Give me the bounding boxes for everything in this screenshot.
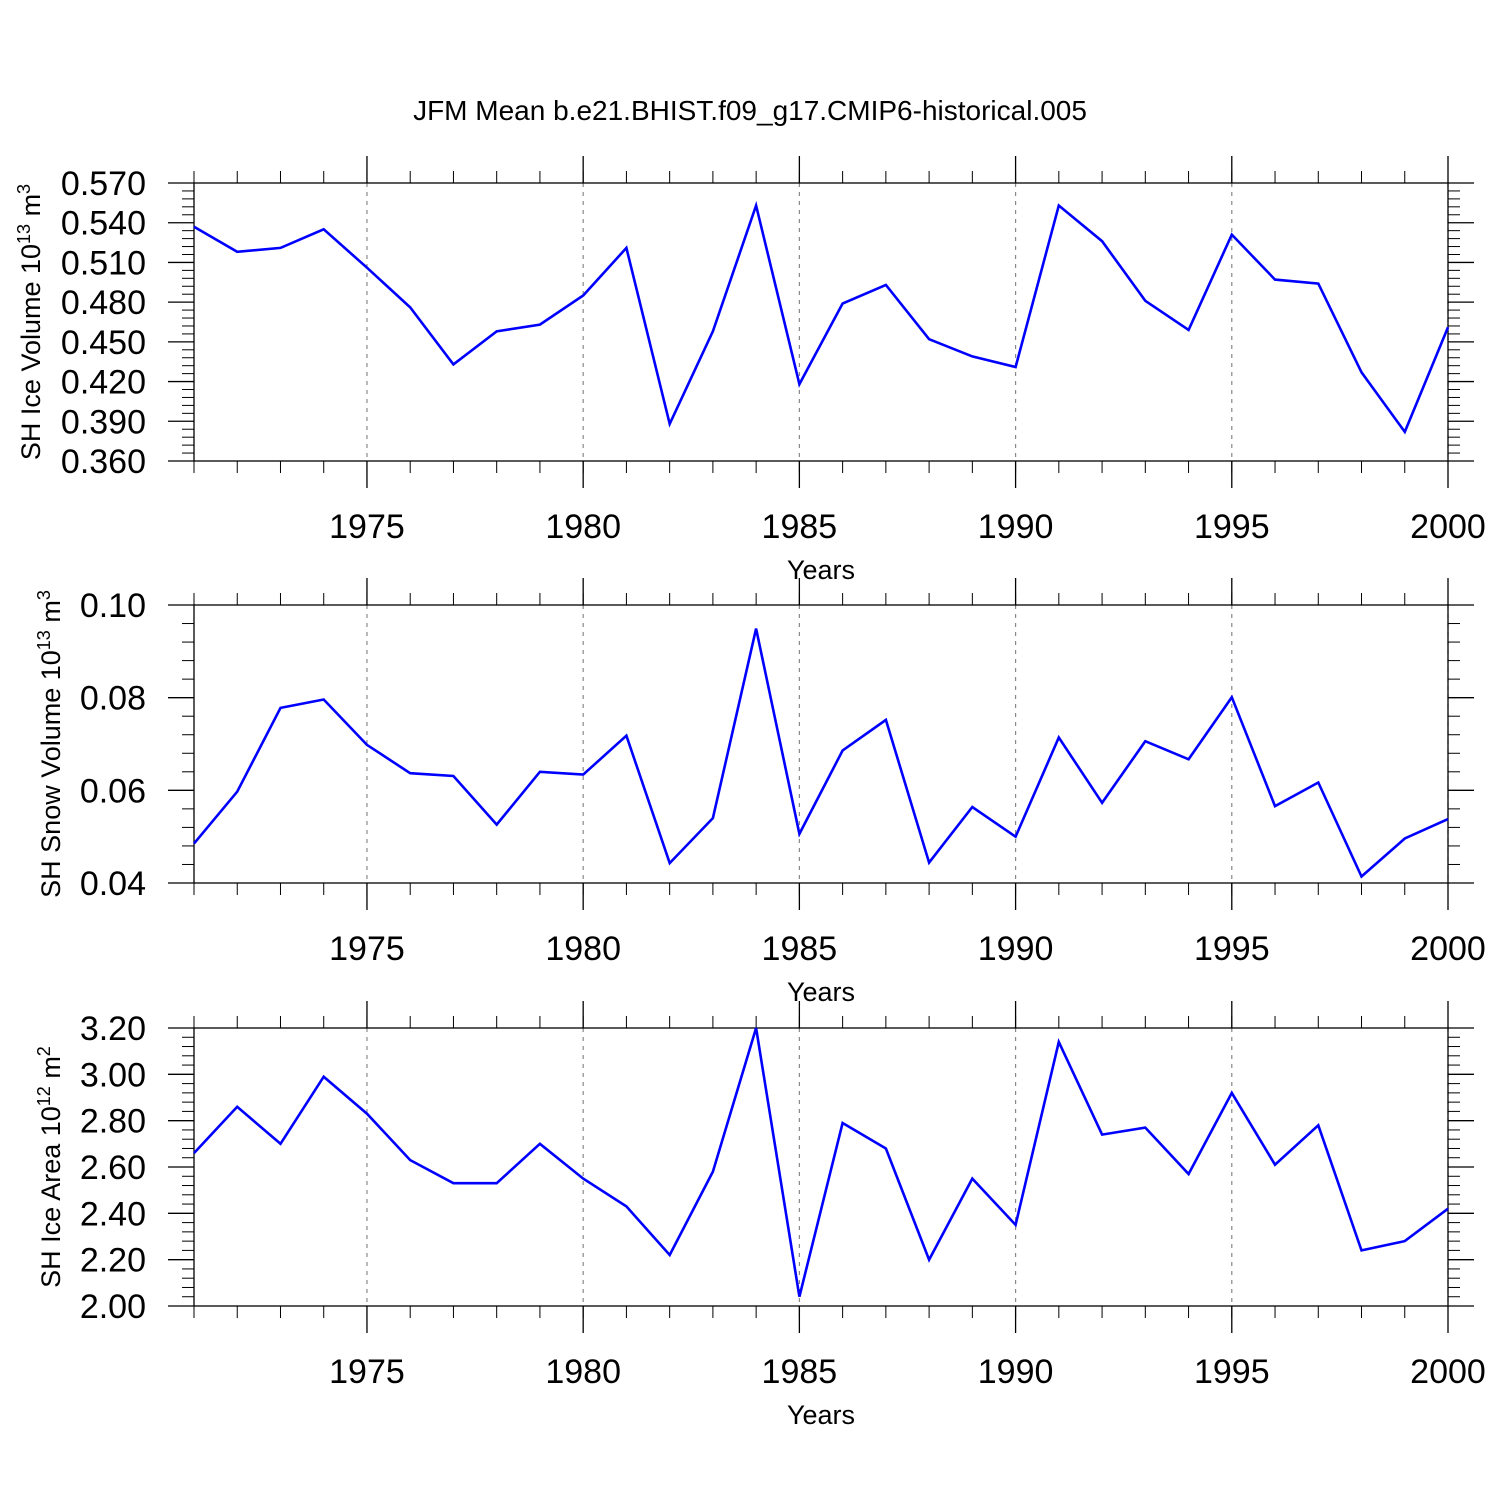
y-axis-title-part: SH Snow Volume 10: [36, 650, 66, 898]
y-axis-title-part: 2: [34, 1046, 54, 1056]
y-tick-label: 0.450: [61, 324, 146, 362]
x-tick-label: 1980: [545, 508, 621, 546]
x-axis-title: Years: [787, 977, 855, 1007]
x-tick-label: 1980: [545, 930, 621, 968]
y-tick-label: 2.80: [80, 1103, 146, 1141]
x-tick-label: 1990: [978, 508, 1054, 546]
x-tick-label: 1995: [1194, 508, 1270, 546]
x-tick-label: 2000: [1410, 1353, 1486, 1391]
x-tick-label: 1985: [762, 1353, 838, 1391]
y-axis-title: SH Snow Volume 1013 m3: [34, 590, 66, 898]
x-tick-label: 1985: [762, 930, 838, 968]
data-line: [193, 628, 1449, 879]
y-tick-label: 0.420: [61, 364, 146, 402]
x-minor-ticks: [193, 1016, 1449, 1318]
x-tick-label: 1975: [329, 930, 405, 968]
x-tick-label: 1995: [1194, 1353, 1270, 1391]
x-tick-label: 2000: [1410, 930, 1486, 968]
y-axis-title-part: 3: [34, 590, 54, 600]
y-axis-title: SH Ice Area 1012 m2: [34, 1046, 66, 1288]
y-axis-title-part: m: [36, 600, 66, 630]
y-ticks: [168, 1027, 1474, 1307]
y-axis-title-part: 13: [14, 224, 34, 244]
y-ticks: [168, 604, 1474, 884]
x-tick-label: 1990: [978, 930, 1054, 968]
x-tick-label: 2000: [1410, 508, 1486, 546]
x-major-ticks: [366, 578, 1449, 910]
y-tick-label: 0.510: [61, 244, 146, 282]
x-tick-label: 1980: [545, 1353, 621, 1391]
y-axis-title-part: 13: [34, 630, 54, 650]
y-axis-title-part: m: [16, 194, 46, 224]
plot-frame: [193, 1027, 1449, 1307]
y-tick-label: 2.00: [80, 1288, 146, 1326]
y-tick-label: 0.10: [80, 587, 146, 625]
chart-panel-1: 1975 1980 1985 1990 1995 20000.3600.3900.4200…: [14, 156, 1486, 585]
x-tick-label: 1995: [1194, 930, 1270, 968]
chart-panels: 1975 1980 1985 1990 1995 20000.3600.3900.4200…: [14, 156, 1486, 1430]
y-tick-label: 0.570: [61, 165, 146, 203]
y-tick-label: 0.08: [80, 680, 146, 718]
y-axis-title-part: SH Ice Volume 10: [16, 244, 46, 460]
y-tick-label: 3.00: [80, 1056, 146, 1094]
x-tick-label: 1985: [762, 508, 838, 546]
plot-frame: [193, 182, 1449, 462]
y-axis-title-part: 3: [14, 184, 34, 194]
x-major-ticks: [366, 156, 1449, 488]
x-axis-title: Years: [787, 1400, 855, 1430]
x-minor-ticks: [193, 593, 1449, 895]
plot-frame: [193, 604, 1449, 884]
y-tick-label: 0.360: [61, 443, 146, 481]
data-line: [193, 200, 1450, 435]
y-tick-label: 2.60: [80, 1149, 146, 1187]
y-tick-label: 0.480: [61, 284, 146, 322]
y-axis-title-part: 12: [34, 1086, 54, 1106]
y-ticks: [168, 182, 1474, 462]
figure-title: JFM Mean b.e21.BHIST.f09_g17.CMIP6-histo…: [413, 95, 1087, 126]
x-major-ticks: [366, 1001, 1449, 1333]
y-tick-label: 2.20: [80, 1242, 146, 1280]
y-axis-title-part: SH Ice Area 10: [36, 1106, 66, 1288]
chart-panel-2: 1975 1980 1985 1990 1995 2000 0.04 0.06 0.08 0.10…: [34, 578, 1486, 1007]
y-axis-title: SH Ice Volume 1013 m3: [14, 184, 46, 460]
chart-panel-3: 1975 1980 1985 1990 1995 2000 2.00 2.20 2.40 2.60…: [34, 1001, 1486, 1430]
x-axis-title: Years: [787, 555, 855, 585]
data-line: [193, 1027, 1449, 1298]
y-tick-label: 3.20: [80, 1010, 146, 1048]
x-minor-ticks: [193, 171, 1449, 473]
y-tick-label: 0.04: [80, 865, 146, 903]
y-tick-label: 2.40: [80, 1195, 146, 1233]
y-tick-label: 0.390: [61, 403, 146, 441]
y-axis-title-part: m: [36, 1056, 66, 1086]
x-tick-label: 1990: [978, 1353, 1054, 1391]
y-tick-label: 0.06: [80, 772, 146, 810]
x-tick-label: 1975: [329, 1353, 405, 1391]
y-tick-label: 0.540: [61, 205, 146, 243]
x-tick-label: 1975: [329, 508, 405, 546]
